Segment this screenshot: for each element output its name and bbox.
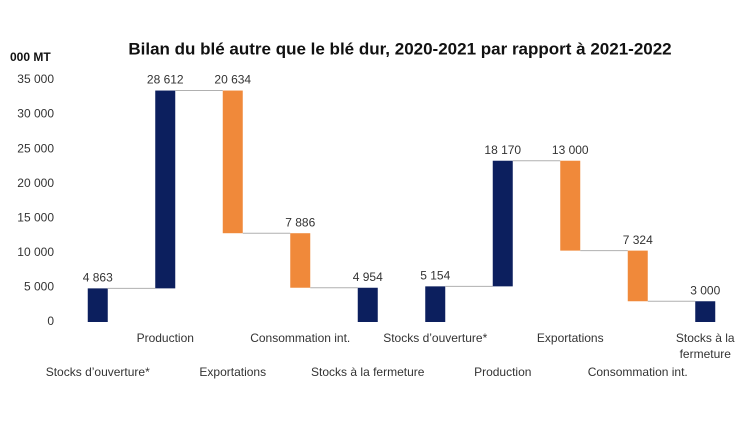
value-label: 13 000 bbox=[552, 143, 589, 157]
bar bbox=[87, 288, 108, 322]
value-label: 4 954 bbox=[353, 270, 383, 284]
bar bbox=[492, 160, 513, 287]
value-label: 7 886 bbox=[285, 215, 315, 229]
x-tick-label: Consommation int. bbox=[250, 331, 350, 345]
x-tick-label: Exportations bbox=[537, 331, 604, 345]
bar bbox=[357, 287, 378, 322]
value-label: 3 000 bbox=[690, 283, 720, 297]
bar bbox=[695, 301, 716, 322]
value-label: 18 170 bbox=[484, 143, 521, 157]
x-tick-label: Production bbox=[474, 365, 531, 379]
x-tick-label: Stocks d’ouverture* bbox=[383, 331, 487, 345]
bar bbox=[560, 160, 581, 251]
y-tick-label: 10 000 bbox=[17, 245, 54, 259]
x-tick-label: Production bbox=[137, 331, 194, 345]
x-tick-label: Consommation int. bbox=[588, 365, 688, 379]
y-tick-label: 20 000 bbox=[17, 176, 54, 190]
x-tick-label: Exportations bbox=[199, 365, 266, 379]
value-label: 4 863 bbox=[83, 271, 113, 285]
value-label: 5 154 bbox=[420, 269, 450, 283]
y-tick-label: 5 000 bbox=[24, 280, 54, 294]
y-tick-label: 35 000 bbox=[17, 72, 54, 86]
bar bbox=[425, 286, 446, 322]
x-tick-label: Stocks d’ouverture* bbox=[46, 365, 150, 379]
y-tick-label: 15 000 bbox=[17, 210, 54, 224]
y-tick-label: 0 bbox=[47, 314, 54, 328]
x-tick-label: Stocks à la fermeture bbox=[676, 331, 735, 361]
x-tick-label: Stocks à la fermeture bbox=[311, 365, 425, 379]
bar bbox=[222, 90, 243, 234]
y-tick-label: 25 000 bbox=[17, 141, 54, 155]
value-label: 7 324 bbox=[623, 233, 653, 247]
y-axis-label: 000 MT bbox=[10, 50, 51, 64]
chart-title: Bilan du blé autre que le blé dur, 2020-… bbox=[128, 39, 671, 58]
value-label: 20 634 bbox=[214, 73, 251, 87]
y-tick-label: 30 000 bbox=[17, 107, 54, 121]
bar bbox=[155, 90, 176, 289]
bar bbox=[290, 233, 311, 288]
bar bbox=[627, 250, 648, 302]
value-label: 28 612 bbox=[147, 73, 184, 87]
